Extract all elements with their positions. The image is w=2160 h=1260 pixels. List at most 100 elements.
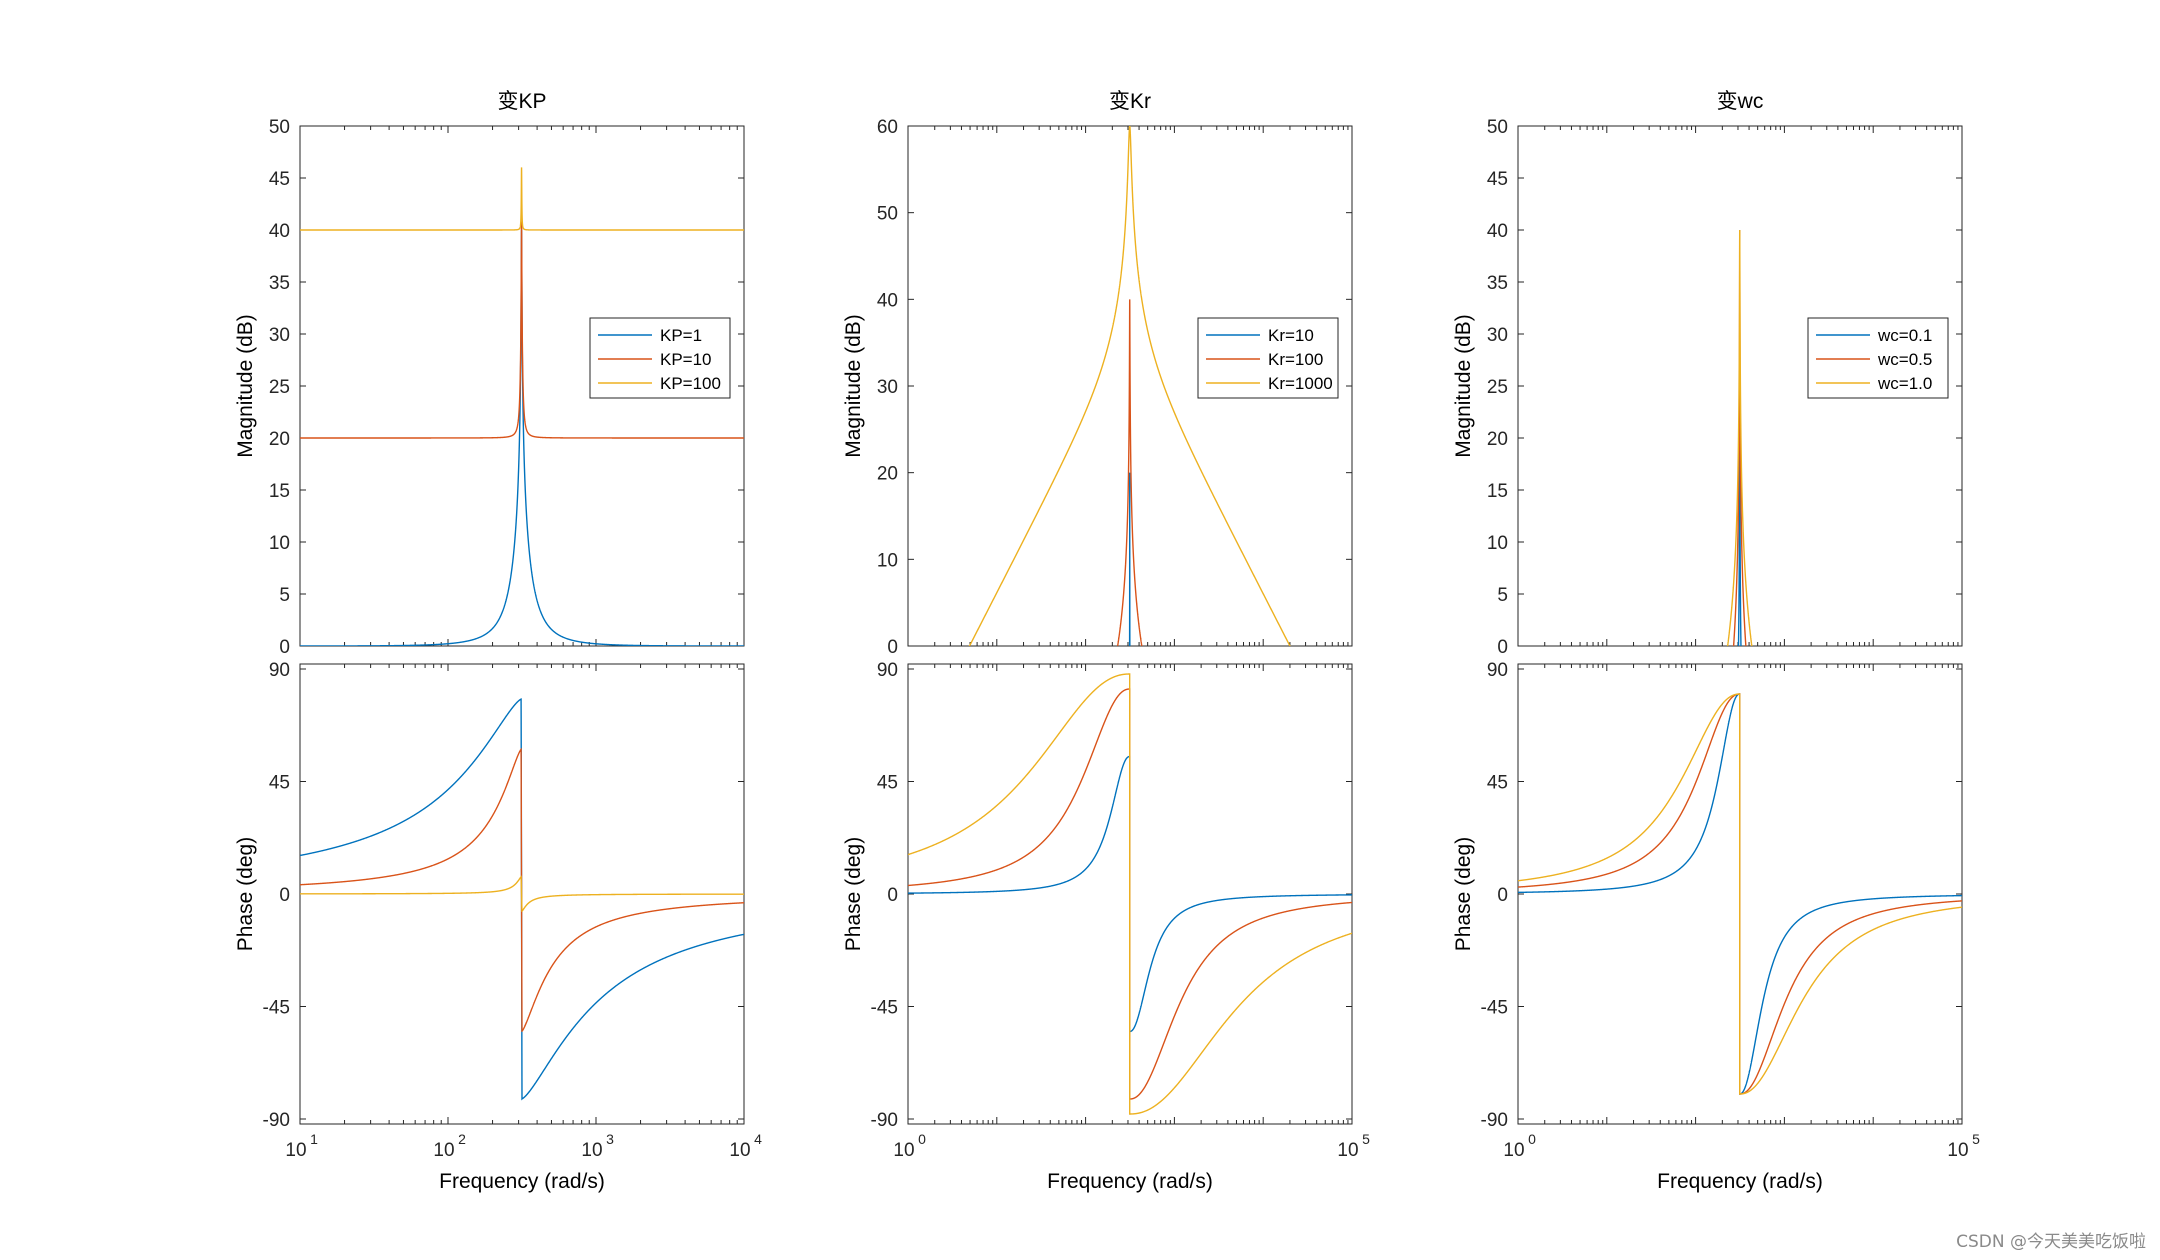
legend: Kr=10 Kr=100 Kr=1000 [1197, 317, 1339, 399]
y-tick-label: 0 [1497, 637, 1508, 658]
watermark: CSDN @今天美美吃饭啦 [1956, 1232, 2146, 1252]
series-line-magnitude-3 [300, 167, 744, 231]
phase-curves [908, 673, 1352, 1115]
x-tick-label: 10 [1947, 1140, 1968, 1161]
subplot-column-3: 变wc 0 5 10 15 20 25 30 35 40 45 50 Magnitude (dB) -90… [1452, 90, 1980, 1193]
magnitude-ylabel: Magnitude (dB) [842, 314, 865, 458]
y-tick-label: -45 [263, 998, 290, 1019]
y-tick-label: 45 [269, 773, 290, 794]
x-axis-label: Frequency (rad/s) [1657, 1170, 1823, 1193]
series-line-phase-3 [1518, 693, 1962, 1095]
y-tick-label: 40 [1487, 221, 1508, 242]
phase-axes: -90 -45 0 45 90 Phase (deg) [1452, 660, 1963, 1131]
phase-ylabel: Phase (deg) [234, 837, 257, 951]
series-line-magnitude-2 [300, 221, 744, 439]
y-tick-label: 10 [877, 550, 898, 571]
y-tick-label: -45 [871, 998, 898, 1019]
y-tick-label: 45 [1487, 773, 1508, 794]
subplot-title: 变Kr [1109, 90, 1151, 113]
legend-box [589, 317, 731, 399]
legend-entry: Kr=10 [1268, 326, 1314, 345]
y-tick-label: 0 [887, 637, 898, 658]
y-tick-label: 90 [269, 660, 290, 681]
y-tick-label: 10 [1487, 533, 1508, 554]
y-tick-label: -90 [1481, 1110, 1508, 1131]
y-tick-label: 50 [877, 204, 898, 225]
series-line-magnitude-3 [1726, 229, 1753, 646]
magnitude-axes: 0 10 20 30 40 50 60 Magnitude (dB) [842, 117, 1353, 658]
y-tick-label: 20 [1487, 429, 1508, 450]
y-tick-label: 30 [1487, 325, 1508, 346]
y-tick-label: 0 [279, 637, 290, 658]
series-line-magnitude-1 [1128, 472, 1131, 646]
y-tick-label: 35 [1487, 273, 1508, 294]
x-axis-label: Frequency (rad/s) [1047, 1170, 1213, 1193]
x-tick-label: 10 [893, 1140, 914, 1161]
series-line-magnitude-3 [968, 126, 1291, 646]
series-line-magnitude-2 [1116, 299, 1143, 646]
x-tick-exponent: 0 [1528, 1131, 1536, 1147]
y-tick-label: 20 [269, 429, 290, 450]
y-tick-label: 35 [269, 273, 290, 294]
legend-entry: KP=1 [660, 326, 702, 345]
y-tick-label: 50 [1487, 117, 1508, 138]
legend-box [1807, 317, 1949, 399]
x-tick-label: 10 [285, 1140, 306, 1161]
x-tick-label: 10 [729, 1140, 750, 1161]
subplot-title: 变wc [1717, 90, 1764, 113]
magnitude-curves [968, 126, 1291, 646]
magnitude-curves [1726, 229, 1753, 646]
y-tick-label: 90 [1487, 660, 1508, 681]
x-tick-exponent: 3 [606, 1131, 614, 1147]
y-tick-label: 20 [877, 464, 898, 485]
y-tick-label: 5 [279, 585, 290, 606]
legend-box [1197, 317, 1339, 399]
magnitude-ylabel: Magnitude (dB) [1452, 314, 1475, 458]
subplot-title: 变KP [497, 90, 546, 113]
x-tick-label: 10 [1503, 1140, 1524, 1161]
legend-entry: wc=0.5 [1877, 350, 1932, 369]
y-tick-label: 5 [1497, 585, 1508, 606]
phase-ylabel: Phase (deg) [842, 837, 865, 951]
x-tick-label: 10 [1337, 1140, 1358, 1161]
phase-curves [300, 698, 744, 1101]
phase-axes: -90 -45 0 45 90 Phase (deg) [842, 660, 1353, 1131]
legend-entry: wc=1.0 [1877, 374, 1932, 393]
y-tick-label: 45 [1487, 169, 1508, 190]
series-line-phase-2 [300, 747, 744, 1032]
legend: wc=0.1 wc=0.5 wc=1.0 [1807, 317, 1949, 399]
legend-entry: Kr=100 [1268, 350, 1323, 369]
x-tick-label: 10 [581, 1140, 602, 1161]
x-tick-exponent: 1 [310, 1131, 318, 1147]
y-tick-label: 10 [269, 533, 290, 554]
y-tick-label: -90 [263, 1110, 290, 1131]
magnitude-ylabel: Magnitude (dB) [234, 314, 257, 458]
y-tick-label: -45 [1481, 998, 1508, 1019]
phase-ylabel: Phase (deg) [1452, 837, 1475, 951]
series-line-phase-3 [908, 673, 1352, 1115]
y-tick-label: 0 [279, 885, 290, 906]
legend-entry: wc=0.1 [1877, 326, 1932, 345]
legend-entry: KP=100 [660, 374, 721, 393]
series-line-phase-3 [300, 875, 744, 912]
x-tick-exponent: 4 [754, 1131, 762, 1147]
legend-entry: Kr=1000 [1268, 374, 1333, 393]
y-tick-label: 25 [1487, 377, 1508, 398]
y-tick-label: -90 [871, 1110, 898, 1131]
y-tick-label: 15 [1487, 481, 1508, 502]
y-tick-label: 45 [269, 169, 290, 190]
legend: KP=1 KP=10 KP=100 [589, 317, 731, 399]
y-tick-label: 90 [877, 660, 898, 681]
y-tick-label: 0 [887, 885, 898, 906]
legend-entry: KP=10 [660, 350, 712, 369]
y-tick-label: 30 [877, 377, 898, 398]
y-tick-label: 50 [269, 117, 290, 138]
y-tick-label: 25 [269, 377, 290, 398]
y-tick-label: 40 [269, 221, 290, 242]
